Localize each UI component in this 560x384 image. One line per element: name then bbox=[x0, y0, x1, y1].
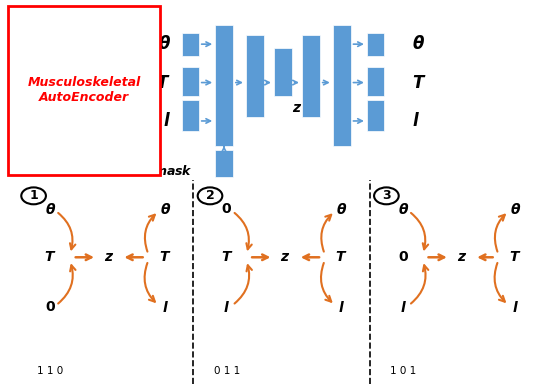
Text: 1 1 0: 1 1 0 bbox=[38, 366, 63, 376]
Bar bbox=[215, 150, 233, 177]
Text: $\boldsymbol{l}$: $\boldsymbol{l}$ bbox=[400, 300, 407, 315]
Text: $\boldsymbol{T}$: $\boldsymbol{T}$ bbox=[44, 250, 57, 264]
Text: $\mathbf{0}$: $\mathbf{0}$ bbox=[45, 300, 56, 314]
Text: $\boldsymbol{l}$: $\boldsymbol{l}$ bbox=[512, 300, 519, 315]
Text: $\boldsymbol{\theta}$: $\boldsymbol{\theta}$ bbox=[160, 202, 171, 217]
Bar bbox=[246, 35, 264, 117]
Text: $\boldsymbol{\theta}$: $\boldsymbol{\theta}$ bbox=[45, 202, 56, 217]
Text: $\boldsymbol{\theta}$: $\boldsymbol{\theta}$ bbox=[336, 202, 347, 217]
Text: $\boldsymbol{\theta}$: $\boldsymbol{\theta}$ bbox=[158, 35, 171, 53]
Text: 1: 1 bbox=[29, 189, 38, 202]
Text: $\boldsymbol{T}$: $\boldsymbol{T}$ bbox=[335, 250, 348, 264]
Text: $\boldsymbol{z}$: $\boldsymbol{z}$ bbox=[457, 250, 467, 264]
Text: $\boldsymbol{T}$: $\boldsymbol{T}$ bbox=[509, 250, 521, 264]
Bar bbox=[182, 33, 199, 56]
Text: $\boldsymbol{l}$: $\boldsymbol{l}$ bbox=[162, 300, 169, 315]
Text: $\boldsymbol{l}$: $\boldsymbol{l}$ bbox=[223, 300, 230, 315]
Bar bbox=[302, 35, 320, 117]
Text: $\mathbf{0}$: $\mathbf{0}$ bbox=[398, 250, 409, 264]
Bar bbox=[215, 25, 233, 146]
Text: $\boldsymbol{z}$: $\boldsymbol{z}$ bbox=[281, 250, 291, 264]
Bar bbox=[182, 67, 199, 96]
Text: $\boldsymbol{T}$: $\boldsymbol{T}$ bbox=[221, 250, 233, 264]
Text: $\boldsymbol{z}$: $\boldsymbol{z}$ bbox=[292, 101, 302, 115]
Bar bbox=[367, 33, 384, 56]
Text: $\boldsymbol{T}$: $\boldsymbol{T}$ bbox=[159, 250, 171, 264]
Text: 2: 2 bbox=[206, 189, 214, 202]
FancyBboxPatch shape bbox=[8, 6, 160, 175]
Bar bbox=[367, 67, 384, 96]
Text: $\boldsymbol{l}$: $\boldsymbol{l}$ bbox=[163, 112, 171, 130]
Text: $\boldsymbol{\theta}$: $\boldsymbol{\theta}$ bbox=[510, 202, 521, 217]
Text: Musculoskeletal
AutoEncoder: Musculoskeletal AutoEncoder bbox=[27, 76, 141, 104]
Bar bbox=[182, 100, 199, 131]
Bar bbox=[333, 25, 351, 146]
Text: 0 1 1: 0 1 1 bbox=[214, 366, 240, 376]
Bar bbox=[367, 100, 384, 131]
Bar bbox=[274, 48, 292, 96]
Text: $\boldsymbol{l}$: $\boldsymbol{l}$ bbox=[338, 300, 345, 315]
Text: 1 0 1: 1 0 1 bbox=[390, 366, 416, 376]
Text: $\boldsymbol{z}$: $\boldsymbol{z}$ bbox=[104, 250, 114, 264]
Text: $\boldsymbol{\theta}$: $\boldsymbol{\theta}$ bbox=[398, 202, 409, 217]
Text: $\boldsymbol{T}$: $\boldsymbol{T}$ bbox=[412, 74, 426, 91]
Text: $\boldsymbol{l}$: $\boldsymbol{l}$ bbox=[412, 112, 419, 130]
Text: $\boldsymbol{mask}$: $\boldsymbol{mask}$ bbox=[153, 164, 193, 178]
Text: $\boldsymbol{T}$: $\boldsymbol{T}$ bbox=[156, 74, 171, 91]
Text: 3: 3 bbox=[382, 189, 391, 202]
Text: $\mathbf{0}$: $\mathbf{0}$ bbox=[221, 202, 232, 216]
Text: $\boldsymbol{\theta}$: $\boldsymbol{\theta}$ bbox=[412, 35, 424, 53]
